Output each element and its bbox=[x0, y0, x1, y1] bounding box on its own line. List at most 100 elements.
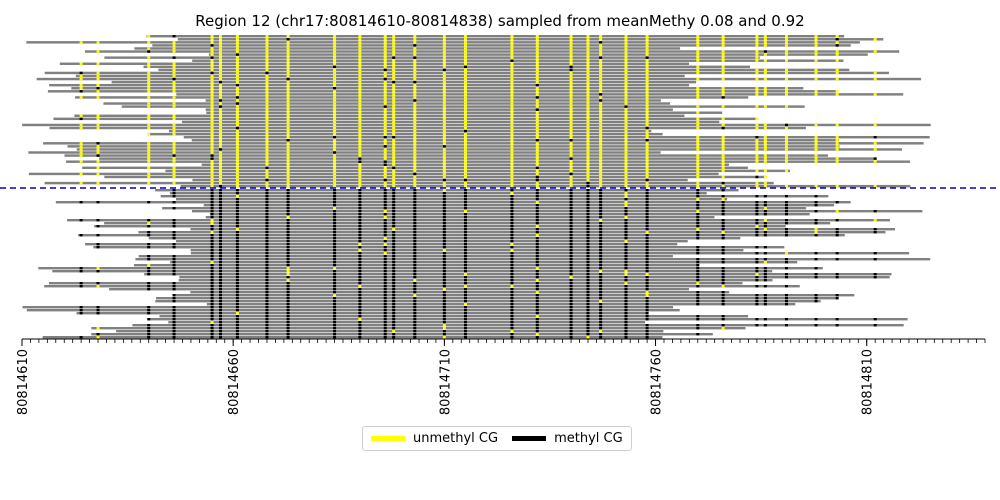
unmethyl-cg-g0-r48-c20 bbox=[599, 181, 603, 185]
unmethyl-cg-g0-r41-c29 bbox=[835, 160, 839, 163]
unmethyl-cg-g0-r37-c14 bbox=[442, 148, 446, 151]
methyl-cg-g1-r40-c12 bbox=[392, 309, 396, 312]
read-bar-g1-r17 bbox=[175, 240, 688, 243]
unmethyl-cg-g0-r10-c11 bbox=[383, 65, 387, 69]
methyl-cg-g1-r43-c8 bbox=[286, 318, 290, 321]
methyl-cg-g1-r10-c18 bbox=[569, 219, 573, 222]
unmethyl-cg-g0-r39-c19 bbox=[586, 154, 590, 157]
methyl-cg-g1-r8-c25 bbox=[755, 213, 759, 216]
methyl-cg-g1-r41-c1 bbox=[96, 312, 100, 315]
unmethyl-cg-g0-r7-c17 bbox=[535, 56, 539, 59]
methyl-cg-g1-r21-c8 bbox=[286, 252, 290, 255]
methyl-cg-g1-r21-c22 bbox=[645, 252, 649, 255]
methyl-cg-g1-r30-c26 bbox=[763, 279, 767, 282]
unmethyl-cg-g0-r31-c17 bbox=[535, 129, 539, 133]
methyl-cg-g0-r33-c9 bbox=[333, 135, 337, 139]
unmethyl-cg-g0-r18-c24 bbox=[721, 90, 725, 93]
read-bar-g1-r32 bbox=[44, 285, 800, 288]
methyl-cg-g1-r44-c11 bbox=[383, 321, 387, 324]
methyl-cg-g1-r33-c17 bbox=[535, 288, 539, 291]
unmethyl-cg-g0-r26-c21 bbox=[624, 114, 628, 118]
unmethyl-cg-g0-r40-c12 bbox=[392, 157, 396, 160]
methyl-cg-g1-r26-c19 bbox=[586, 267, 590, 270]
unmethyl-cg-g0-r20-c14 bbox=[442, 96, 446, 99]
unmethyl-cg-g0-r4-c7 bbox=[265, 47, 269, 50]
methyl-cg-g1-r23-c11 bbox=[383, 258, 387, 261]
methyl-cg-g0-r20-c17 bbox=[535, 96, 539, 99]
unmethyl-cg-g0-r40-c13 bbox=[413, 157, 417, 160]
methyl-cg-g0-r47-c15 bbox=[463, 178, 467, 182]
unmethyl-cg-g0-r5-c7 bbox=[265, 50, 269, 53]
read-bar-g0-r41 bbox=[66, 160, 911, 163]
unmethyl-cg-g0-r16-c12 bbox=[392, 83, 396, 87]
methyl-cg-g1-r36-c29 bbox=[835, 297, 839, 300]
unmethyl-cg-g0-r41-c5 bbox=[219, 160, 223, 163]
unmethyl-cg-g0-r46-c18 bbox=[569, 175, 573, 179]
unmethyl-cg-g0-r40-c26 bbox=[763, 157, 767, 160]
unmethyl-cg-g0-r36-c27 bbox=[784, 145, 788, 148]
read-bar-g0-r9 bbox=[59, 62, 689, 65]
read-bar-g1-r13 bbox=[190, 228, 895, 231]
unmethyl-cg-g0-r37-c29 bbox=[835, 148, 839, 151]
methyl-cg-g1-r44-c14 bbox=[442, 321, 446, 324]
methyl-cg-g1-r19-c13 bbox=[413, 246, 417, 249]
unmethyl-cg-g0-r26-c11 bbox=[383, 114, 387, 118]
unmethyl-cg-g0-r35-c16 bbox=[510, 142, 514, 145]
unmethyl-cg-g0-r2-c3 bbox=[172, 41, 176, 44]
methyl-cg-g1-r39-c11 bbox=[383, 306, 387, 309]
methyl-cg-g1-r48-c1 bbox=[96, 333, 100, 336]
unmethyl-cg-g0-r46-c12 bbox=[392, 175, 396, 179]
methyl-cg-g1-r3-c14 bbox=[442, 198, 446, 201]
methyl-cg-g1-r32-c13 bbox=[413, 285, 417, 288]
read-bar-g0-r28 bbox=[181, 120, 720, 124]
methyl-cg-g1-r37-c12 bbox=[392, 300, 396, 303]
methyl-cg-g1-r26-c22 bbox=[645, 267, 649, 270]
unmethyl-cg-g0-r37-c10 bbox=[358, 148, 362, 151]
unmethyl-cg-g0-r36-c5 bbox=[219, 145, 223, 148]
unmethyl-cg-g1-r4-c17 bbox=[535, 201, 539, 204]
unmethyl-cg-g0-r1-c19 bbox=[586, 38, 590, 41]
unmethyl-cg-g0-r42-c19 bbox=[586, 163, 590, 166]
methyl-cg-g1-r6-c25 bbox=[755, 207, 759, 210]
unmethyl-cg-g0-r47-c21 bbox=[624, 178, 628, 182]
methyl-cg-g1-r22-c21 bbox=[624, 255, 628, 258]
unmethyl-cg-g1-r7-c29 bbox=[835, 210, 839, 213]
methyl-cg-g1-r38-c10 bbox=[358, 303, 362, 306]
methyl-cg-g1-r41-c13 bbox=[413, 312, 417, 315]
unmethyl-cg-g0-r8-c25 bbox=[755, 59, 759, 62]
unmethyl-cg-g1-r46-c14 bbox=[442, 327, 446, 330]
unmethyl-cg-g0-r22-c19 bbox=[586, 102, 590, 105]
methyl-cg-g1-r18-c22 bbox=[645, 243, 649, 246]
methyl-cg-g1-r4-c23 bbox=[696, 201, 700, 204]
unmethyl-cg-g0-r9-c8 bbox=[286, 62, 290, 65]
methyl-cg-g1-r37-c4 bbox=[210, 300, 214, 303]
unmethyl-cg-g0-r11-c16 bbox=[510, 68, 514, 72]
methyl-cg-g1-r7-c9 bbox=[333, 210, 337, 213]
unmethyl-cg-g0-r43-c13 bbox=[413, 166, 417, 170]
methyl-cg-g1-r43-c12 bbox=[392, 318, 396, 321]
unmethyl-cg-g1-r38-c15 bbox=[463, 303, 467, 306]
methyl-cg-g1-r28-c10 bbox=[358, 273, 362, 276]
unmethyl-cg-g0-r8-c28 bbox=[814, 59, 818, 62]
methyl-cg-g1-r15-c19 bbox=[586, 234, 590, 237]
methyl-cg-g1-r32-c26 bbox=[763, 285, 767, 288]
unmethyl-cg-g1-r14-c4 bbox=[210, 231, 214, 234]
unmethyl-cg-g0-r5-c30 bbox=[873, 50, 877, 53]
unmethyl-cg-g0-r28-c22 bbox=[645, 120, 649, 124]
unmethyl-cg-g0-r12-c16 bbox=[510, 71, 514, 75]
unmethyl-cg-g0-r44-c7 bbox=[265, 169, 269, 173]
methyl-cg-g1-r35-c19 bbox=[586, 294, 590, 297]
unmethyl-cg-g0-r39-c20 bbox=[599, 154, 603, 157]
unmethyl-cg-g0-r2-c7 bbox=[265, 41, 269, 44]
methyl-cg-g1-r28-c6 bbox=[235, 273, 239, 276]
unmethyl-cg-g0-r9-c15 bbox=[463, 62, 467, 65]
methyl-cg-g1-r14-c30 bbox=[873, 231, 877, 234]
methyl-cg-g1-r39-c6 bbox=[235, 306, 239, 309]
unmethyl-cg-g0-r18-c15 bbox=[463, 90, 467, 93]
unmethyl-cg-g0-r38-c17 bbox=[535, 151, 539, 154]
unmethyl-cg-g0-r33-c24 bbox=[721, 135, 725, 139]
unmethyl-cg-g0-r5-c3 bbox=[172, 50, 176, 53]
methyl-cg-g1-r45-c7 bbox=[265, 324, 269, 327]
unmethyl-cg-g0-r14-c1 bbox=[96, 77, 100, 81]
unmethyl-cg-g0-r32-c7 bbox=[265, 132, 269, 136]
